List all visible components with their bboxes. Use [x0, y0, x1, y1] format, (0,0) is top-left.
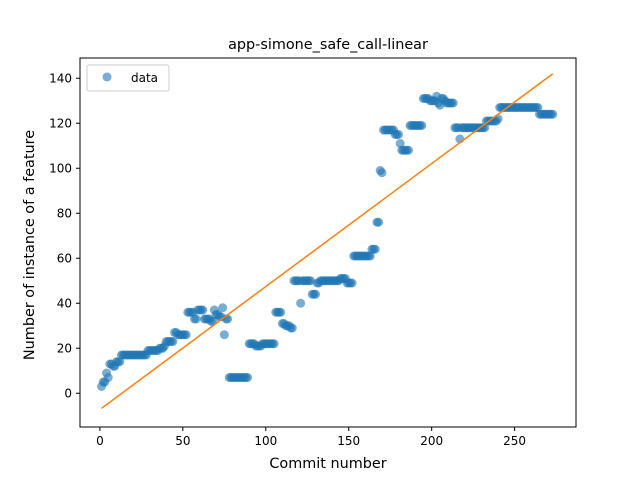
y-tick-label: 20	[57, 341, 72, 355]
y-tick-label: 120	[49, 116, 72, 130]
x-tick-label: 50	[175, 434, 190, 448]
x-tick-label: 250	[503, 434, 526, 448]
data-point	[276, 307, 286, 317]
data-point	[296, 298, 306, 308]
data-point	[370, 244, 380, 254]
data-point	[269, 339, 279, 349]
data-point	[365, 251, 375, 261]
y-tick-label: 0	[64, 386, 72, 400]
y-tick-label: 140	[49, 71, 72, 85]
data-point	[394, 130, 403, 139]
data-point	[347, 278, 357, 288]
axes: 0 50 100 150 200 250 0 20 40 60 80 100 120 140	[49, 57, 577, 448]
axes-frame	[79, 57, 577, 428]
data-point	[377, 168, 387, 178]
legend: data	[86, 64, 170, 92]
data-point	[533, 103, 543, 112]
y-axis-label: Number of instance of a feature	[22, 130, 38, 360]
data-point	[223, 314, 233, 324]
legend-frame	[86, 64, 170, 92]
legend-marker	[102, 72, 112, 82]
data-point	[168, 337, 178, 346]
data-point	[287, 323, 297, 333]
fit-line	[101, 73, 554, 409]
data-point	[417, 121, 427, 130]
data-point	[403, 145, 413, 155]
data-point	[493, 114, 503, 124]
x-tick-label: 100	[254, 434, 277, 448]
data-point	[219, 330, 229, 340]
x-tick-label: 200	[420, 434, 443, 448]
data-point	[191, 314, 201, 324]
chart-title: app-simone_safe_call-linear	[228, 37, 428, 53]
data-point	[311, 289, 321, 299]
data-point	[115, 357, 125, 367]
data-point	[448, 98, 458, 108]
y-tick-label: 60	[57, 251, 72, 265]
y-tick-label: 100	[49, 161, 72, 175]
data-point	[548, 109, 558, 119]
legend-label-data: data	[131, 71, 158, 85]
data-point	[218, 303, 228, 313]
x-tick-label: 0	[96, 434, 104, 448]
plot-area	[97, 73, 558, 409]
data-point	[243, 373, 253, 382]
y-tick-label: 40	[57, 296, 72, 310]
y-tick-label: 80	[57, 206, 72, 220]
data-point	[395, 139, 405, 148]
data-point	[181, 330, 191, 340]
x-axis-label: Commit number	[269, 456, 386, 472]
data-point	[374, 217, 384, 227]
x-tick-label: 150	[337, 434, 360, 448]
data-point	[198, 305, 208, 315]
data-point	[103, 373, 113, 382]
